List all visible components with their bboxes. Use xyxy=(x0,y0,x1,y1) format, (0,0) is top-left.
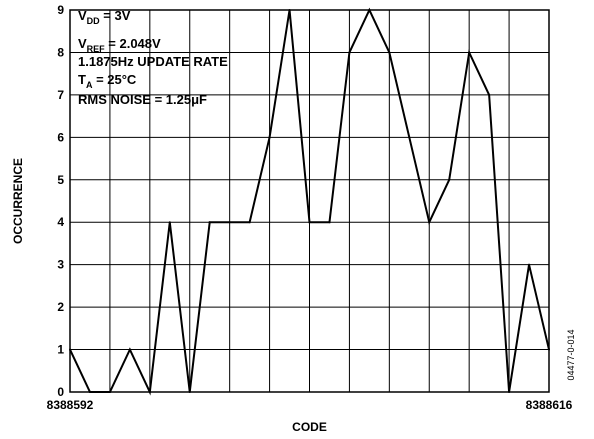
data-point xyxy=(108,391,111,393)
x-tick-label-min: 8388592 xyxy=(47,398,94,412)
grid-lines xyxy=(70,10,549,392)
data-point xyxy=(128,348,131,351)
x-axis-title: CODE xyxy=(292,420,327,434)
y-tick-label: 4 xyxy=(57,215,64,229)
annotation-line: TA = 25°C xyxy=(78,72,137,90)
x-tick-label-max: 8388616 xyxy=(526,398,573,412)
data-point xyxy=(308,221,311,224)
figure-id: 04477-0-014 xyxy=(566,329,576,380)
data-point xyxy=(168,221,171,224)
y-tick-labels: 0 1 2 3 4 5 6 7 8 9 xyxy=(57,3,64,399)
annotation-line: VREF = 2.048V xyxy=(78,36,161,54)
y-tick-label: 7 xyxy=(57,88,64,102)
data-point xyxy=(408,136,411,139)
data-point xyxy=(228,221,231,224)
data-point xyxy=(348,51,351,54)
data-point xyxy=(448,178,451,181)
data-point xyxy=(508,391,511,393)
data-point xyxy=(268,136,271,139)
y-tick-label: 1 xyxy=(57,343,64,357)
y-tick-label: 6 xyxy=(57,130,64,144)
y-tick-label: 9 xyxy=(57,3,64,17)
data-point xyxy=(328,221,331,224)
data-point xyxy=(188,391,191,393)
data-point xyxy=(428,221,431,224)
data-point xyxy=(69,348,71,351)
y-tick-label: 2 xyxy=(57,300,64,314)
data-point xyxy=(288,9,291,11)
y-tick-label: 0 xyxy=(57,385,64,399)
data-point xyxy=(468,51,471,54)
data-point xyxy=(368,9,371,11)
annotation-line: VDD = 3V xyxy=(78,8,131,26)
annotation-line: 1.1875Hz UPDATE RATE xyxy=(78,54,228,69)
data-point xyxy=(528,263,531,266)
data-point xyxy=(388,51,391,54)
plot-area-frame xyxy=(69,9,550,393)
data-point xyxy=(148,391,151,393)
y-axis-title: OCCURRENCE xyxy=(11,158,25,244)
y-tick-label: 3 xyxy=(57,258,64,272)
data-point xyxy=(548,348,550,351)
data-points xyxy=(69,9,550,393)
data-point xyxy=(88,391,91,393)
y-tick-label: 8 xyxy=(57,45,64,59)
annotation-line: RMS NOISE = 1.25μF xyxy=(78,92,207,107)
y-tick-label: 5 xyxy=(57,173,64,187)
data-point xyxy=(488,93,491,96)
data-point xyxy=(248,221,251,224)
data-point xyxy=(208,221,211,224)
